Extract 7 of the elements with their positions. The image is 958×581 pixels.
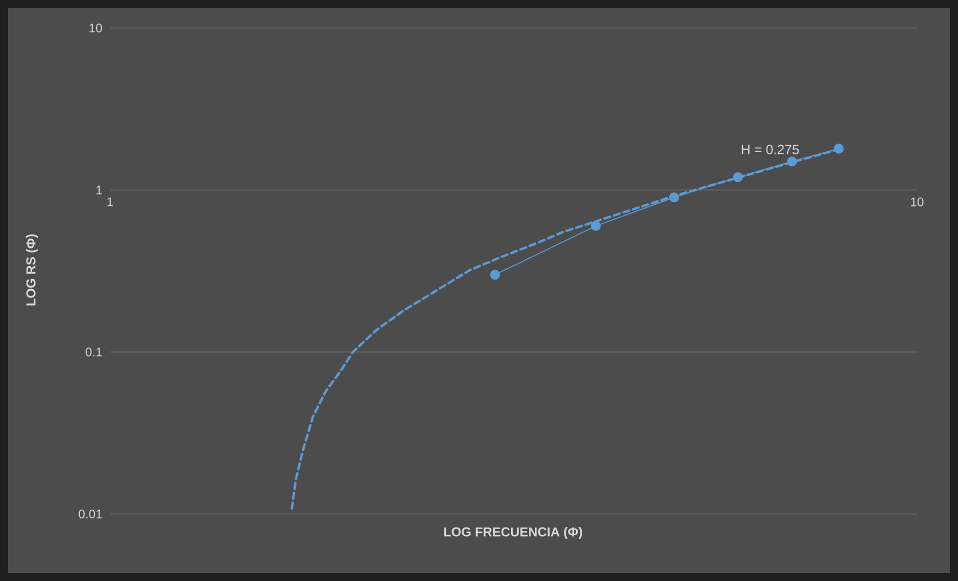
y-tick-label: 1	[96, 186, 102, 194]
y-tick-label: 0.01	[78, 510, 102, 518]
y-axis-title: LOG RS (Φ)	[26, 234, 38, 306]
y-tick-label: 0.1	[86, 348, 102, 356]
y-tick-label: 10	[90, 24, 102, 32]
annotation: H = 0.275	[742, 144, 799, 154]
x-axis-title: LOG FRECUENCIA (Φ)	[444, 526, 582, 540]
